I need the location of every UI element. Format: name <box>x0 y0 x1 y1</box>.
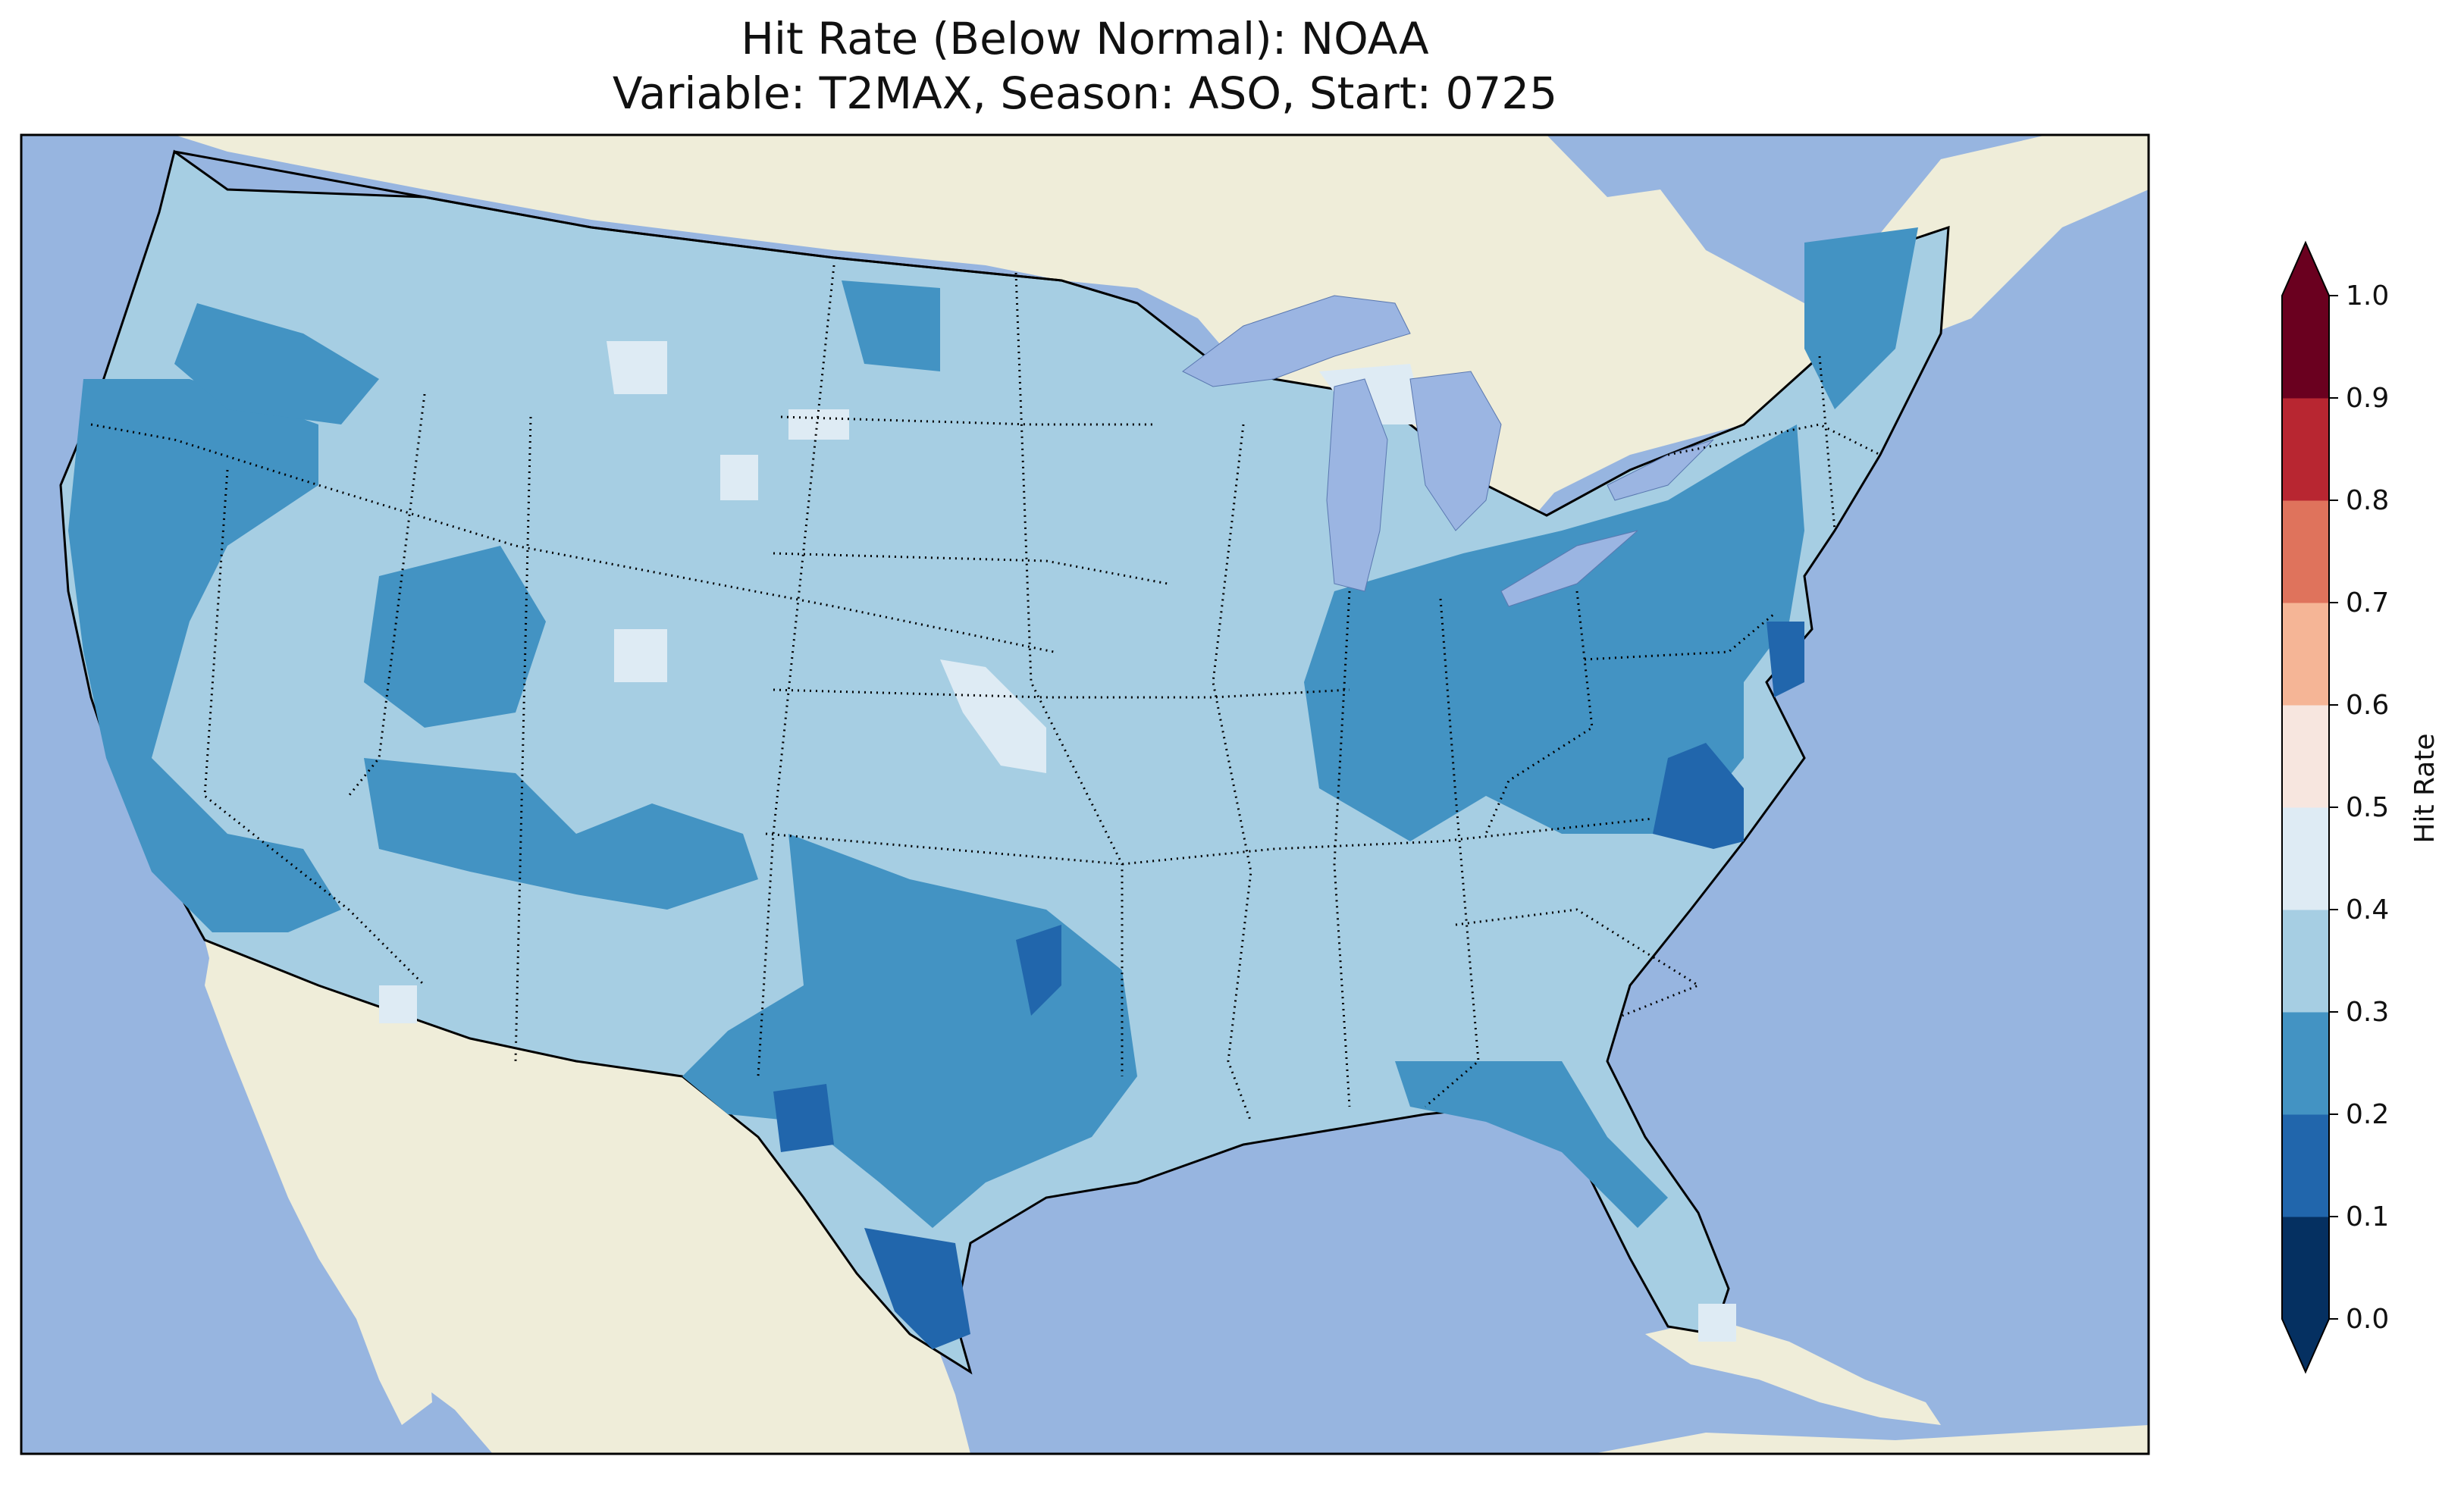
colorbar-tick-label: 0.6 <box>2346 690 2389 721</box>
colorbar-tick-label: 1.0 <box>2346 280 2389 312</box>
colorbar-tick-label: 0.1 <box>2346 1201 2389 1232</box>
colorbar-bin <box>2282 705 2329 808</box>
colorbar-tick-label: 0.0 <box>2346 1304 2389 1335</box>
colorbar-bin <box>2282 398 2329 501</box>
canada-border <box>174 150 1138 305</box>
colorbar-tick-label: 0.5 <box>2346 792 2389 823</box>
colorbar-bin <box>2282 1114 2329 1217</box>
canada-land <box>174 135 2149 576</box>
colorbar-bin <box>2282 500 2329 603</box>
map-frame <box>20 133 2150 1455</box>
great-lakes <box>1182 295 1714 607</box>
hit-rate-0.4-0.5 <box>379 341 1736 1342</box>
colorbar-bin <box>2282 603 2329 706</box>
colorbar-extend-min <box>2282 1319 2329 1372</box>
chart-subtitle: Variable: T2MAX, Season: ASO, Start: 072… <box>612 67 1558 119</box>
colorbar: 0.0 0.1 0.2 0.3 0.4 0.5 0.6 0.7 0.8 0.9 1.0 <box>2281 240 2389 1374</box>
cuba-land <box>1645 1319 1941 1425</box>
colorbar-tick-label: 0.8 <box>2346 485 2389 516</box>
colorbar-tick-label: 0.9 <box>2346 383 2389 414</box>
colorbar-tick-label: 0.4 <box>2346 894 2389 926</box>
hit-rate-0.2-0.3 <box>68 227 1918 1228</box>
colorbar-bin <box>2282 1012 2329 1115</box>
colorbar-bin <box>2282 296 2329 399</box>
state-boundaries <box>90 265 1881 1123</box>
colorbar-tick-label: 0.3 <box>2346 997 2389 1028</box>
colorbar-bin <box>2282 807 2329 910</box>
colorbar-label: Hit Rate <box>2409 733 2440 843</box>
colorbar-extend-max <box>2282 243 2329 296</box>
colorbar-tick-label: 0.2 <box>2346 1099 2389 1130</box>
south-america-land <box>1592 1425 2149 1454</box>
chart-title: Hit Rate (Below Normal): NOAA <box>741 13 1429 64</box>
colorbar-bin <box>2282 910 2329 1013</box>
hit-rate-0.1-0.2 <box>773 622 1804 1349</box>
map-panel <box>20 133 2150 1455</box>
baja-land <box>205 940 432 1425</box>
colorbar-tick-label: 0.7 <box>2346 587 2389 619</box>
colorbar-bin <box>2282 1217 2329 1320</box>
